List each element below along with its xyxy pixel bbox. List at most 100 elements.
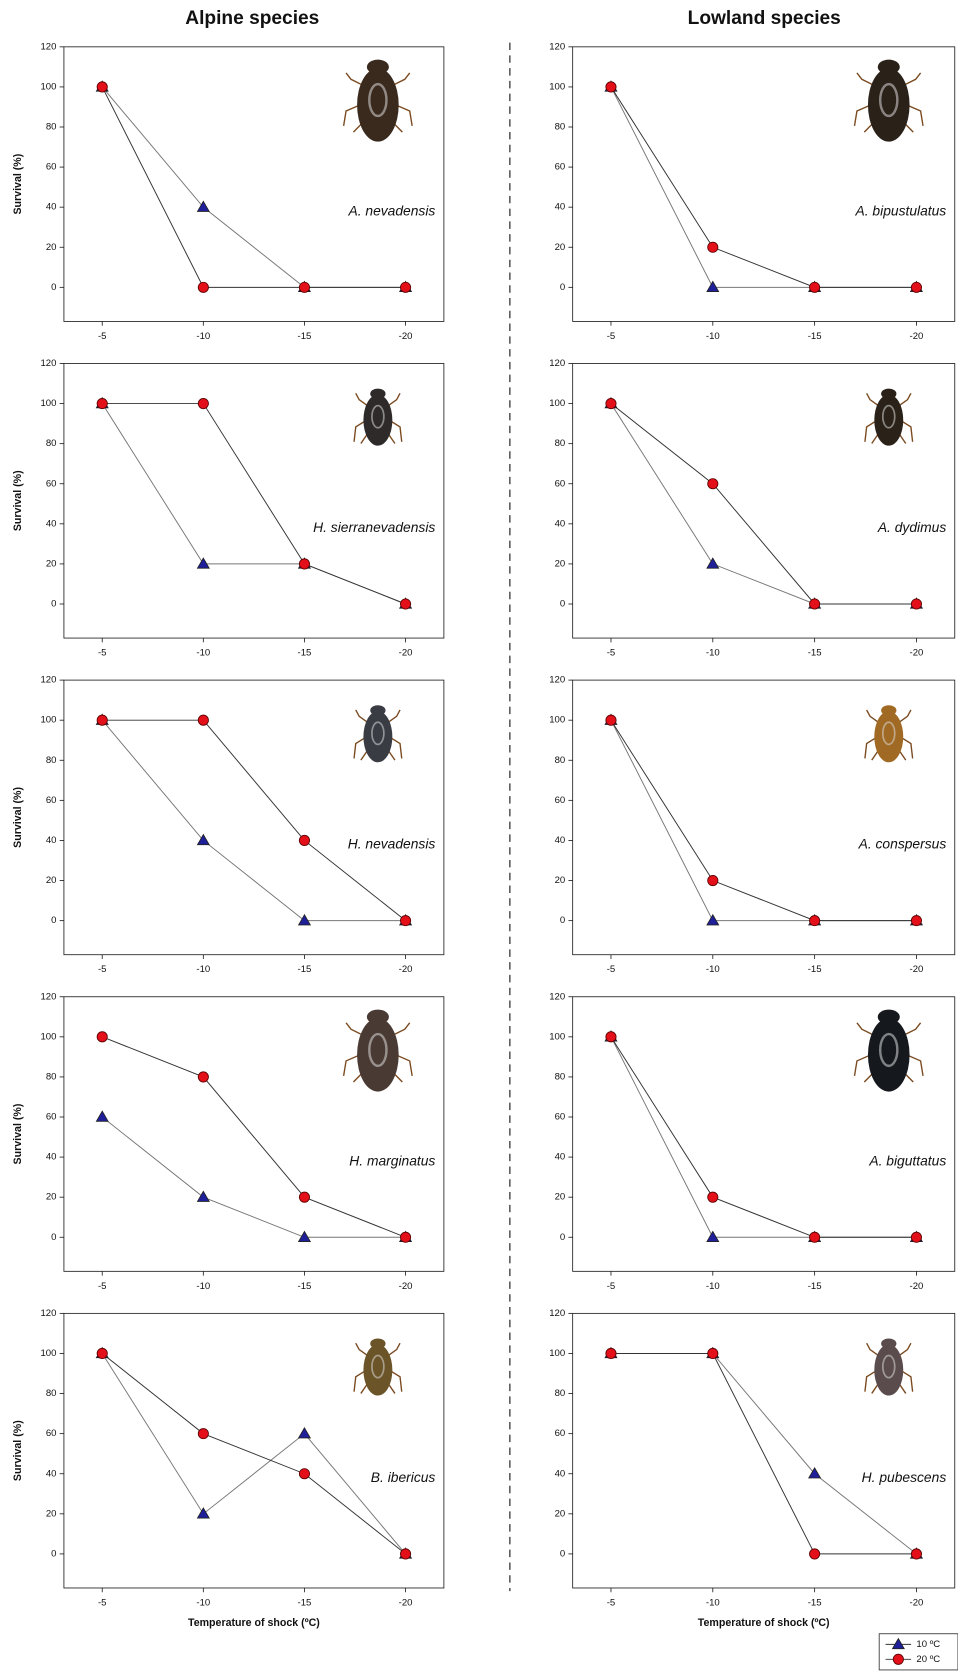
data-point [96,1031,108,1043]
y-tick-label: 60 [46,162,57,173]
y-tick-label: 20 [46,875,57,886]
y-axis-label: Survival (%) [12,1420,24,1481]
data-point [196,1507,210,1519]
y-tick-label: 100 [40,1031,56,1042]
plot-frame [63,363,445,639]
beetle-shine [878,1032,899,1068]
data-point [707,1347,719,1360]
data-point [96,398,108,410]
species-label: H. nevadensis [348,836,436,852]
y-tick-label: 80 [555,755,566,766]
x-tick-label: -20 [399,331,413,342]
y-tick-label: 40 [46,1152,57,1163]
y-tick-label: 80 [555,438,566,449]
beetle-shine [368,82,388,118]
y-tick-label: 120 [40,1308,56,1319]
x-tick-label: -15 [298,1597,312,1608]
species-label: A. dydimus [877,519,946,535]
beetle-body [874,1344,904,1396]
y-tick-label: 40 [555,202,566,213]
series-line [101,1353,406,1555]
x-tick-label: -10 [196,1281,210,1292]
series-line [101,1116,406,1238]
y-tick-label: 120 [549,1308,565,1319]
beetle-head [370,388,386,399]
y-tick-label: 0 [51,1548,56,1559]
beetle-photo [853,1009,924,1092]
x-tick-label: -10 [196,647,210,658]
y-tick-label: 60 [46,1428,57,1439]
series-line [610,86,917,288]
plot-frame [63,1312,445,1589]
x-tick-label: -10 [196,1597,210,1608]
beetle-body [867,68,910,142]
data-point [605,81,617,93]
x-tick-label: -15 [808,1281,822,1292]
species-label: H. pubescens [862,1469,947,1485]
data-point [297,1230,312,1242]
legend-marker [891,1637,905,1650]
y-tick-label: 120 [40,675,56,686]
data-point [297,913,312,926]
data-point [910,1548,922,1560]
x-tick-label: -5 [607,647,616,658]
plot-frame [572,996,956,1272]
y-tick-label: 0 [560,1548,565,1559]
y-tick-label: 100 [549,81,565,92]
species-label: H. marginatus [349,1152,435,1168]
plot-frame [63,46,445,322]
beetle-shine [371,404,385,429]
data-point [808,1467,822,1479]
data-point [297,1426,312,1439]
y-tick-label: 0 [560,1232,565,1243]
series-line [610,403,917,605]
beetle-body [363,394,393,446]
beetle-body [363,711,393,763]
beetle-photo [864,705,914,763]
y-tick-label: 100 [549,715,565,726]
y-tick-label: 20 [555,1192,566,1203]
data-point [197,714,209,726]
y-tick-label: 120 [40,41,56,52]
y-tick-label: 120 [549,358,565,369]
data-point [197,398,209,410]
y-tick-label: 0 [51,282,56,293]
beetle-body [357,68,399,142]
x-tick-label: -15 [808,1597,822,1608]
beetle-photo [342,1009,413,1092]
series-line [101,86,406,288]
x-tick-label: -20 [399,1281,413,1292]
data-point [809,1231,821,1243]
data-point [96,1347,108,1360]
y-tick-label: 80 [46,438,57,449]
beetle-head [881,388,897,399]
x-tick-label: -5 [607,331,616,342]
y-tick-label: 60 [555,1428,566,1439]
y-axis-label: Survival (%) [12,787,24,848]
data-point [96,714,108,726]
data-point [809,598,821,610]
y-tick-label: 0 [560,915,565,926]
x-tick-label: -5 [98,647,107,658]
y-tick-label: 40 [46,202,57,213]
species-label: A. nevadensis [347,202,435,218]
x-tick-label: -10 [706,1597,720,1608]
y-tick-label: 120 [549,675,565,686]
y-tick-label: 0 [51,915,56,926]
beetle-body [867,1018,910,1092]
y-tick-label: 20 [46,242,57,253]
x-tick-label: -15 [298,331,312,342]
data-point [298,1191,310,1203]
x-tick-label: -20 [910,1281,924,1292]
plot-frame [572,46,956,322]
beetle-photo [853,59,924,142]
y-tick-label: 60 [46,478,57,489]
data-point [707,241,719,253]
y-tick-label: 20 [555,875,566,886]
beetle-shine [878,82,899,118]
y-tick-label: 100 [549,1031,565,1042]
beetle-head [370,705,386,716]
x-tick-label: -20 [910,331,924,342]
beetle-photo [864,1338,914,1396]
